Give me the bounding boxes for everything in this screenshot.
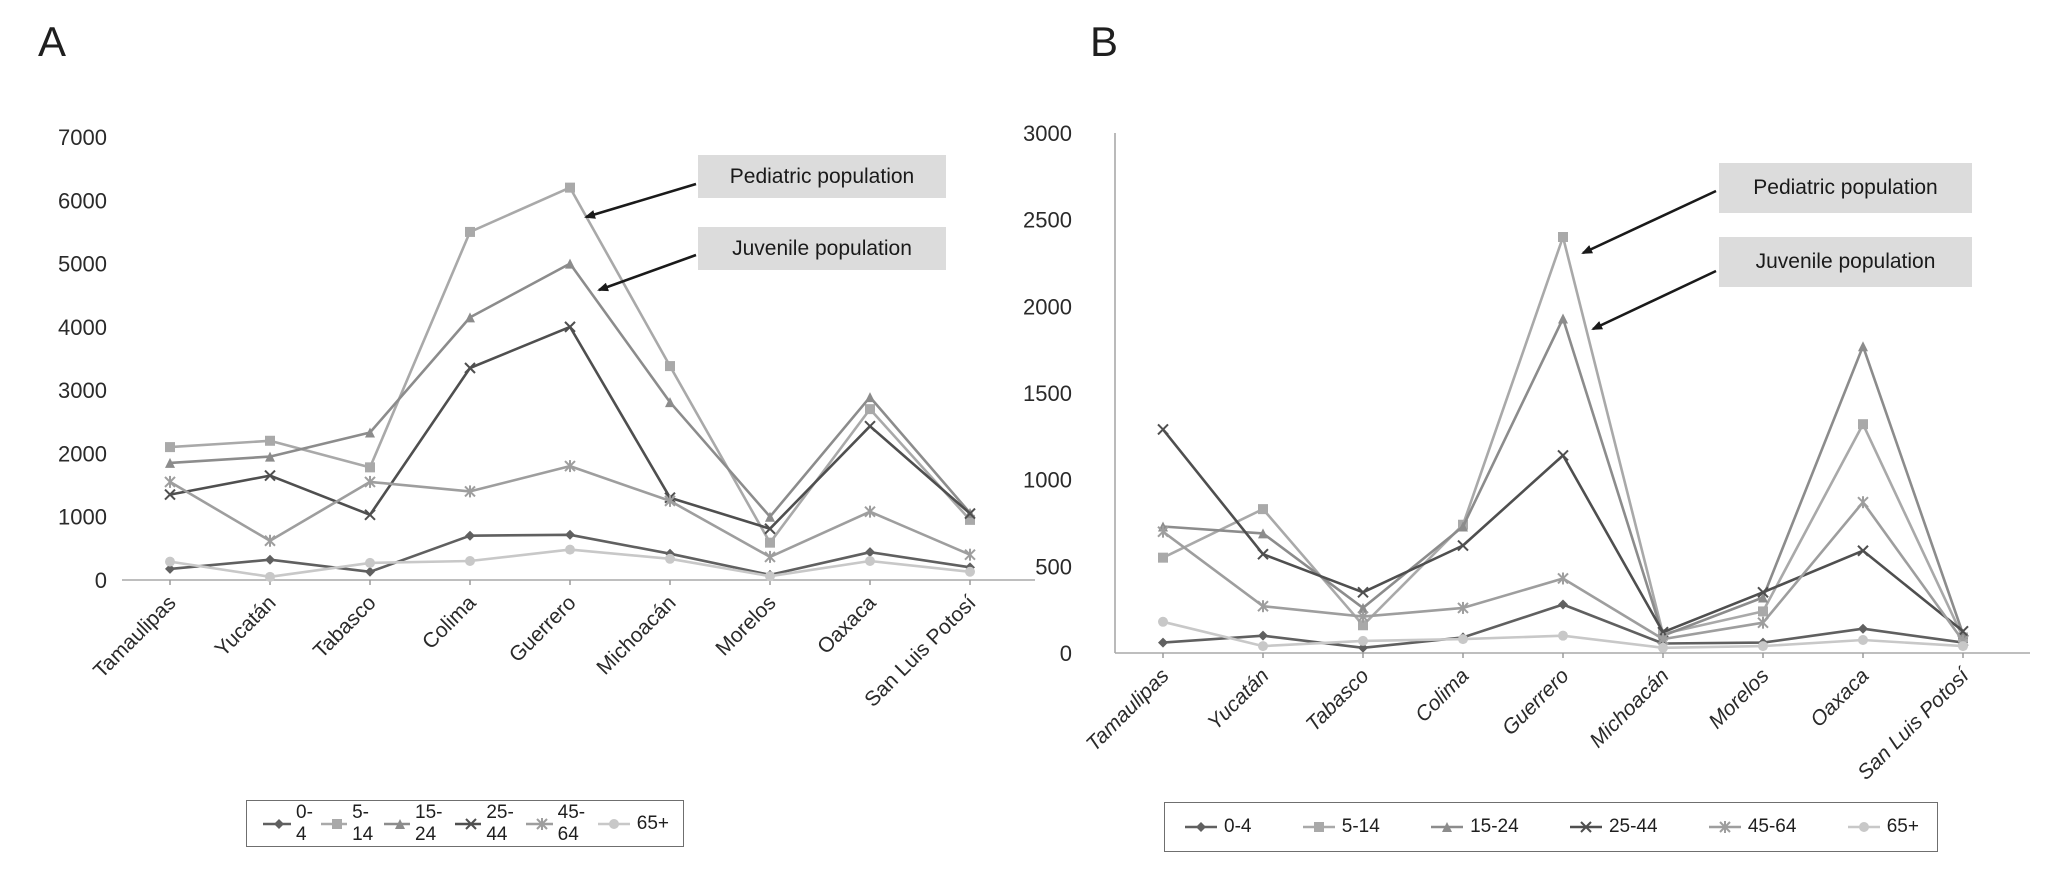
legend-marker-square-icon	[1302, 822, 1335, 832]
panel-label-b: B	[1090, 18, 1119, 65]
legend-item-15-24: 15-24	[1429, 816, 1519, 838]
series-line-45-64	[1162, 500, 1965, 642]
y-tick-label: 0	[1060, 641, 1072, 666]
annotation-pediatric-population-b: Pediatric population	[1719, 163, 1972, 213]
x-category-label: Oaxaca	[1806, 664, 1873, 731]
x-category-label: Colima	[418, 591, 481, 654]
legend-item-0-4: 0-4	[261, 802, 319, 846]
series-line-15-24	[169, 262, 971, 519]
legend-item-65+: 65+	[1846, 816, 1919, 838]
y-tick-label: 7000	[58, 125, 107, 150]
x-category-label: Tamaulipas	[1082, 664, 1174, 756]
y-tick-label: 3000	[58, 378, 107, 403]
x-category-label: Guerrero	[505, 591, 581, 667]
panel-label-a: A	[38, 18, 67, 65]
annotation-arrow	[1581, 189, 1717, 255]
y-tick-label: 3000	[1023, 121, 1072, 146]
x-category-label: Yucatán	[211, 591, 281, 661]
legend-item-label: 0-4	[296, 801, 313, 845]
legend-item-label: 65+	[1886, 816, 1919, 837]
legend-marker-asterisk-icon	[1708, 821, 1741, 833]
legend-marker-square-icon	[320, 818, 348, 829]
series-line-45-64	[169, 464, 971, 559]
y-tick-label: 0	[95, 568, 107, 593]
annotation-juvenile-population-b: Juvenile population	[1719, 237, 1972, 287]
legend-marker-circle-icon	[597, 818, 630, 829]
chart-a: 0 1000 2000 3000 4000 5000 6000 7000 Tamaulipas Y…	[58, 125, 1035, 712]
legend-marker-triangle-icon	[383, 818, 411, 829]
legend-item-25-44: 25-44	[453, 802, 524, 846]
annotation-juvenile-population-a: Juvenile population	[698, 227, 946, 270]
legend-item-0-4: 0-4	[1183, 816, 1251, 838]
legend-item-label: 0-4	[1224, 816, 1252, 837]
y-tick-label: 500	[1035, 554, 1072, 579]
y-tick-label: 4000	[58, 315, 107, 340]
y-tick-label: 6000	[58, 188, 107, 213]
legend-chart-a: 0-4 5-14 15-24 25-44 45-64 65+	[246, 800, 684, 847]
annotation-arrow	[597, 253, 697, 292]
legend-item-label: 5-14	[352, 801, 374, 845]
legend-marker-triangle-icon	[1431, 822, 1464, 832]
x-category-label: Oaxaca	[813, 591, 881, 659]
legend-item-label: 45-64	[557, 801, 586, 845]
legend-marker-diamond-icon	[263, 818, 292, 829]
x-category-label: Tabasco	[309, 591, 381, 663]
legend-item-label: 25-44	[486, 801, 514, 845]
legend-item-45-64: 45-64	[1707, 816, 1797, 838]
legend-marker-diamond-icon	[1185, 822, 1217, 832]
x-category-label: Morelos	[1704, 664, 1773, 733]
x-category-label: Morelos	[711, 591, 780, 660]
legend-item-5-14: 5-14	[1301, 816, 1380, 838]
legend-marker-x-icon	[455, 817, 482, 830]
series-line-15-24	[1162, 317, 1965, 638]
x-category-label: Tabasco	[1302, 664, 1374, 736]
legend-item-25-44: 25-44	[1568, 816, 1658, 838]
legend-marker-x-icon	[1569, 821, 1602, 833]
legend-item-15-24: 15-24	[382, 802, 453, 846]
annotation-pediatric-population-a: Pediatric population	[698, 155, 946, 198]
legend-item-45-64: 45-64	[524, 802, 595, 846]
series-line-0-4	[169, 533, 971, 577]
y-tick-label: 1000	[58, 505, 107, 530]
chart-b: 0 500 1000 1500 2000 2500 3000 Tamaulipas Yucatá…	[1023, 121, 2030, 785]
x-category-label: Colima	[1411, 664, 1473, 726]
x-category-label: Guerrero	[1498, 664, 1574, 740]
legend-item-label: 25-44	[1608, 816, 1658, 837]
legend-marker-circle-icon	[1847, 822, 1880, 832]
y-tick-label: 2500	[1023, 208, 1072, 233]
annotation-arrow	[584, 182, 697, 219]
legend-item-label: 5-14	[1341, 816, 1380, 837]
y-tick-label: 2000	[58, 441, 107, 466]
legend-item-label: 45-64	[1747, 816, 1797, 837]
x-category-label: Tamaulipas	[89, 591, 180, 682]
x-category-label: Yucatán	[1203, 664, 1273, 734]
y-tick-label: 1000	[1023, 468, 1072, 493]
y-tick-label: 5000	[58, 252, 107, 277]
legend-item-label: 65+	[636, 812, 669, 834]
annotation-arrow	[1591, 269, 1717, 331]
legend-item-65+: 65+	[596, 813, 669, 835]
y-tick-label: 2000	[1023, 294, 1072, 319]
x-category-label: Michoacán	[592, 591, 680, 679]
legend-chart-b: 0-4 5-14 15-24 25-44 45-64 65+	[1164, 802, 1938, 852]
y-tick-label: 1500	[1023, 381, 1072, 406]
legend-item-5-14: 5-14	[319, 802, 382, 846]
legend-marker-asterisk-icon	[526, 817, 553, 830]
legend-item-label: 15-24	[415, 801, 443, 845]
legend-item-label: 15-24	[1470, 816, 1519, 837]
series-line-25-44	[169, 325, 971, 531]
x-category-label: Michoacán	[1585, 664, 1673, 752]
